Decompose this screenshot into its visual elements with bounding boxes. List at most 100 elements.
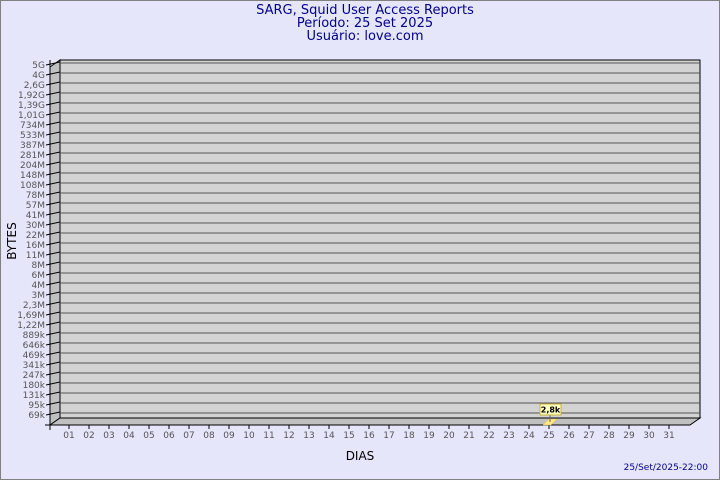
x-tick-label: 28 <box>603 431 615 441</box>
plot-back-wall <box>59 59 701 419</box>
x-tick-label: 05 <box>143 431 154 441</box>
y-tick-label: 889k <box>23 331 46 341</box>
y-tick-label: 533M <box>20 131 45 141</box>
chart-title: SARG, Squid User Access Reports <box>256 3 474 18</box>
x-tick-label: 25 <box>543 431 554 441</box>
y-tick-label: 204M <box>20 161 45 171</box>
bar-label-box <box>539 403 562 416</box>
y-tick-label: 1,22M <box>17 321 45 331</box>
y-tick <box>45 141 61 146</box>
y-tick <box>45 381 61 386</box>
y-tick <box>45 251 61 256</box>
y-tick <box>45 101 61 106</box>
y-tick-label: 3M <box>32 291 46 301</box>
y-tick-label: 469k <box>23 351 46 361</box>
y-tick <box>45 71 61 76</box>
x-tick-label: 06 <box>163 431 175 441</box>
y-tick <box>45 91 61 96</box>
y-tick-label: 341k <box>23 361 46 371</box>
x-tick-label: 30 <box>643 431 655 441</box>
x-tick-label: 13 <box>303 431 314 441</box>
y-tick <box>45 401 61 406</box>
x-tick-label: 29 <box>623 431 635 441</box>
y-tick-label: 2,3M <box>23 301 45 311</box>
y-tick <box>45 321 61 326</box>
y-tick-label: 148M <box>20 171 45 181</box>
y-tick <box>45 341 61 346</box>
x-tick-label: 20 <box>443 431 455 441</box>
x-tick-label: 27 <box>583 431 594 441</box>
y-tick <box>45 231 61 236</box>
x-axis-label: DIAS <box>346 449 375 463</box>
x-tick-label: 17 <box>383 431 394 441</box>
y-tick-label: 131k <box>23 391 46 401</box>
y-tick-label: 57M <box>26 201 45 211</box>
plot-floor <box>48 417 702 426</box>
y-tick-label: 95k <box>28 401 45 411</box>
x-tick-label: 21 <box>463 431 474 441</box>
y-tick-label: 1,92G <box>18 91 45 101</box>
y-tick <box>45 241 61 246</box>
x-tick-label: 11 <box>263 431 274 441</box>
y-tick-label: 734M <box>20 121 45 131</box>
y-tick-label: 22M <box>26 231 45 241</box>
y-tick <box>45 331 61 336</box>
y-tick-label: 387M <box>20 141 45 151</box>
y-tick-label: 16M <box>26 241 45 251</box>
y-tick <box>45 61 61 66</box>
y-tick-label: 2,6G <box>24 81 45 91</box>
y-tick-label: 108M <box>20 181 45 191</box>
y-tick-label: 4G <box>32 71 45 81</box>
chart-period: Período: 25 Set 2025 <box>296 16 434 31</box>
y-tick <box>45 201 61 206</box>
x-tick-label: 26 <box>563 431 575 441</box>
y-tick <box>45 301 61 306</box>
y-tick <box>45 171 61 176</box>
y-tick <box>45 371 61 376</box>
x-tick-label: 09 <box>223 431 235 441</box>
y-tick <box>45 411 61 416</box>
x-tick-label: 03 <box>103 431 114 441</box>
y-tick <box>45 291 61 296</box>
x-tick-label: 02 <box>83 431 94 441</box>
chart-user: Usuário: love.com <box>306 29 424 44</box>
y-tick-label: 11M <box>26 251 45 261</box>
y-tick <box>45 391 61 396</box>
x-tick-label: 22 <box>483 431 494 441</box>
y-tick <box>45 211 61 216</box>
y-tick-label: 281M <box>20 151 45 161</box>
y-tick <box>45 111 61 116</box>
x-tick-label: 07 <box>183 431 194 441</box>
x-tick-label: 31 <box>663 431 674 441</box>
y-tick-label: 78M <box>26 191 45 201</box>
y-tick <box>45 271 61 276</box>
x-tick-label: 14 <box>323 431 335 441</box>
y-tick-label: 30M <box>26 221 45 231</box>
x-tick-label: 04 <box>123 431 135 441</box>
y-tick-label: 1,69M <box>17 311 45 321</box>
y-tick <box>45 131 61 136</box>
x-tick-label: 15 <box>343 431 354 441</box>
y-tick-label: 69k <box>28 411 45 421</box>
y-axis-label: BYTES <box>5 222 19 259</box>
y-tick-label: 6M <box>32 271 46 281</box>
x-tick-label: 23 <box>503 431 514 441</box>
y-tick <box>45 261 61 266</box>
y-tick-label: 41M <box>26 211 45 221</box>
footer-timestamp: 25/Set/2025-22:00 <box>624 463 709 473</box>
y-tick-label: 1,39G <box>18 101 45 111</box>
y-tick <box>45 121 61 126</box>
y-tick <box>45 351 61 356</box>
y-tick-label: 247k <box>23 371 46 381</box>
y-tick <box>45 361 61 366</box>
y-tick-label: 8M <box>32 261 46 271</box>
y-tick <box>45 311 61 316</box>
y-tick <box>45 81 61 86</box>
x-tick-label: 01 <box>63 431 74 441</box>
x-tick-label: 12 <box>283 431 294 441</box>
y-tick <box>45 181 61 186</box>
x-tick-label: 16 <box>363 431 375 441</box>
x-tick-label: 10 <box>243 431 255 441</box>
y-tick <box>45 221 61 226</box>
